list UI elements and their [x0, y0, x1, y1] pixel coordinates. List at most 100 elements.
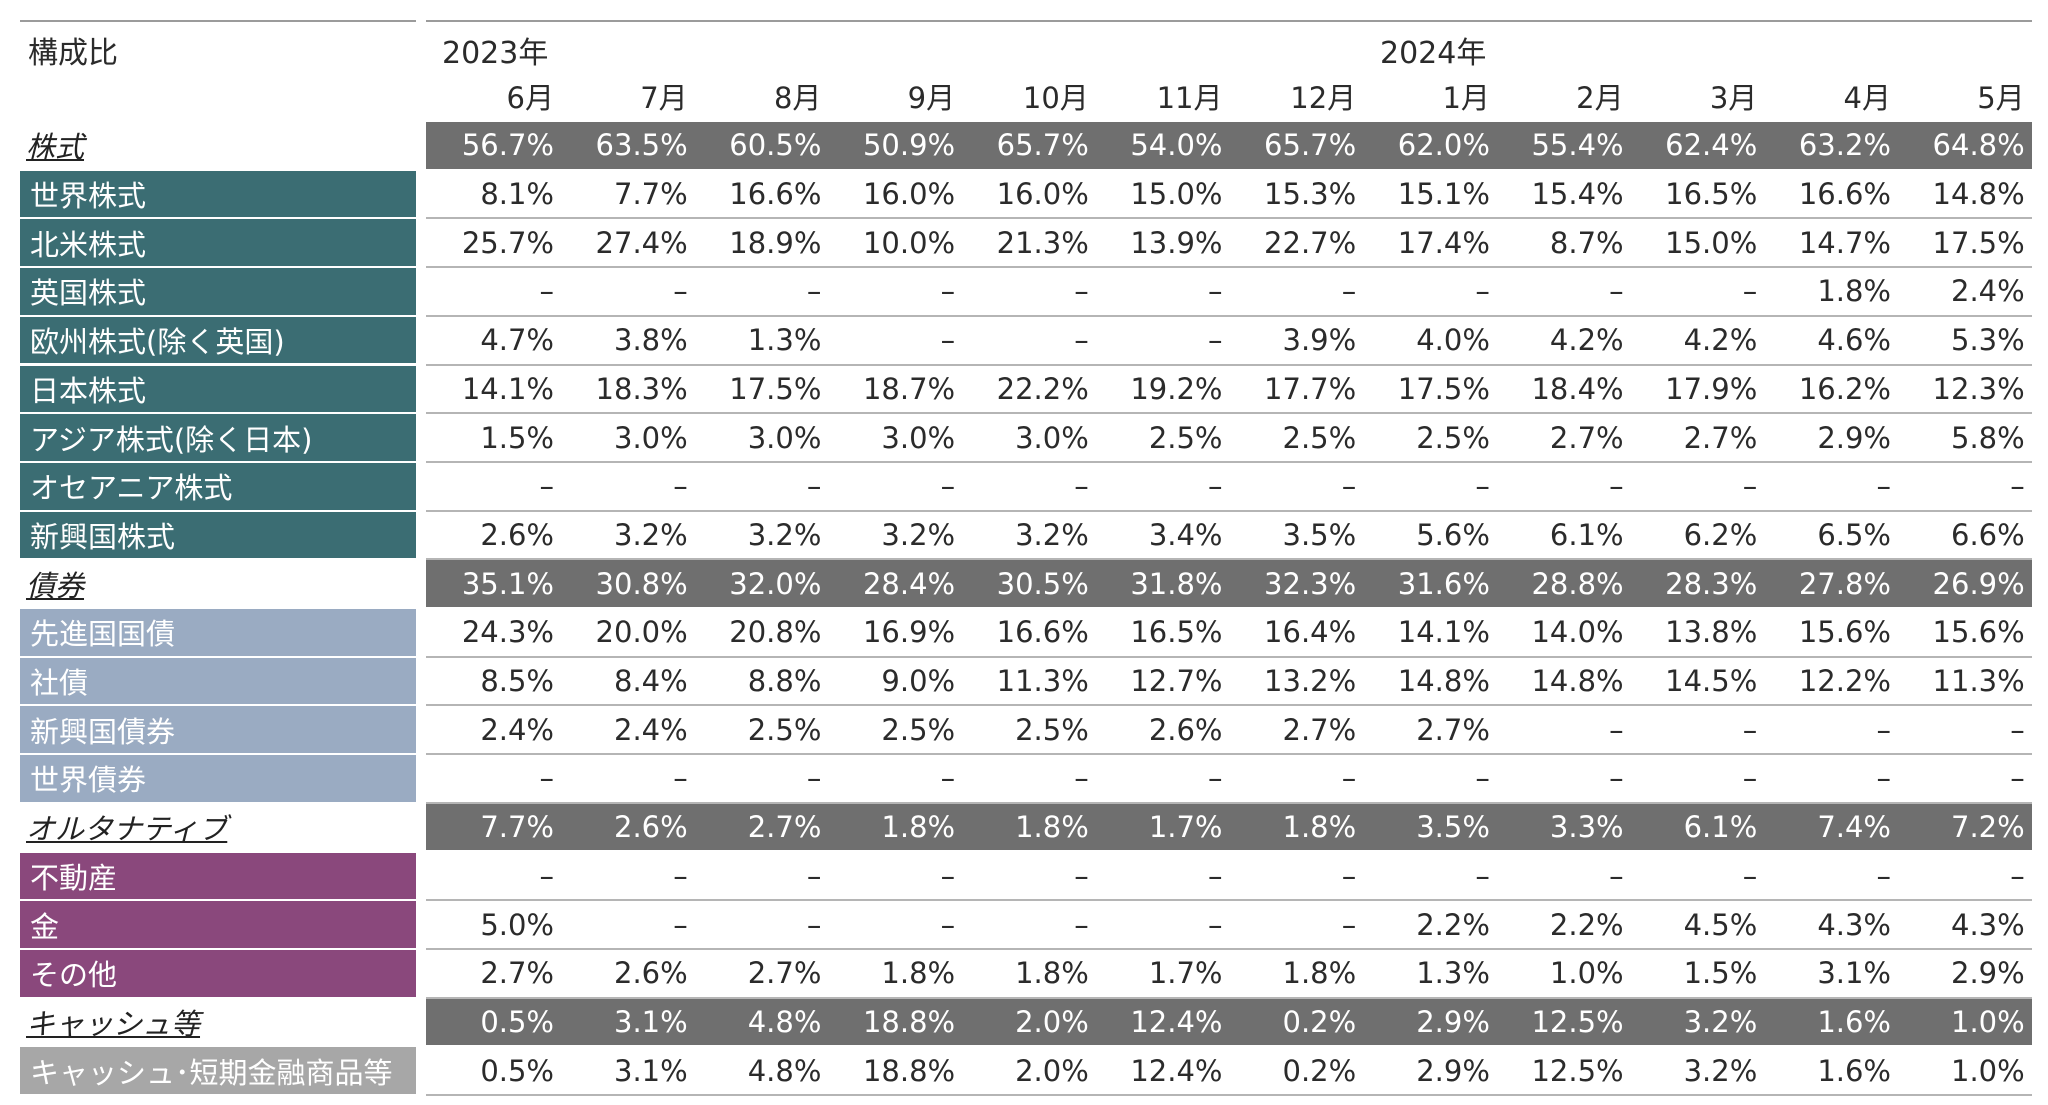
value-cells: 35.1% 30.8% 32.0% 28.4% 30.5% 31.8% 32.3% 31.6%…	[426, 560, 2032, 607]
value-cell: 16.0%	[996, 177, 1089, 212]
value-cell: 4.7%	[480, 323, 554, 358]
value-cell: 32.0%	[729, 566, 822, 601]
value-cells: – – – – – – – – – – 1.8% 2.4%	[426, 268, 2032, 315]
value-cell: 2.6%	[480, 517, 554, 552]
value-cell: 2.5%	[881, 712, 956, 747]
value-cell: 6.5%	[1817, 517, 1891, 552]
value-cell: –	[940, 469, 956, 504]
value-cell: 15.1%	[1397, 177, 1490, 212]
value-cell: 6.6%	[1951, 517, 2025, 552]
row-divider	[426, 412, 2032, 415]
row-divider	[426, 655, 2032, 658]
value-cell: –	[539, 274, 555, 309]
row-divider	[426, 899, 2032, 902]
value-cell: 3.9%	[1282, 323, 1357, 358]
row-label: 新興国債券	[20, 706, 416, 754]
value-cell: 3.0%	[1015, 420, 1089, 455]
value-cells: 2.4% 2.4% 2.5% 2.5% 2.5% 2.6% 2.7% 2.7% – – – –	[426, 706, 2032, 753]
value-cell: 12.5%	[1531, 1004, 1624, 1039]
value-cell: –	[1074, 858, 1089, 893]
value-cell: 14.8%	[1932, 177, 2025, 212]
value-cell: 4.3%	[1951, 907, 2025, 942]
value-cell: 8.1%	[480, 177, 554, 212]
value-cells: 8.5% 8.4% 8.8% 9.0% 11.3% 12.7% 13.2% 14.8% 14.8…	[426, 658, 2032, 705]
value-cell: 2.9%	[1416, 1053, 1490, 1088]
value-cells: 56.7% 63.5% 60.5% 50.9% 65.7% 54.0% 65.7% 62.0%…	[426, 122, 2032, 169]
table-row: 新興国株式 2.6% 3.2% 3.2% 3.2% 3.2% 3.4% 3.5% 5.6% 6.1…	[0, 511, 2048, 559]
value-cell: 12.3%	[1932, 371, 2025, 406]
value-cell: 9.0%	[881, 664, 956, 699]
value-cell: –	[1074, 274, 1089, 309]
value-cells: – – – – – – – – – – – –	[426, 463, 2032, 510]
row-label: 英国株式	[20, 268, 416, 315]
value-cell: –	[2010, 712, 2025, 747]
value-cell: 17.7%	[1264, 371, 1357, 406]
value-cell: 22.2%	[996, 371, 1089, 406]
value-cell: –	[1341, 469, 1357, 504]
value-cell: 2.0%	[1015, 1053, 1089, 1088]
value-cell: –	[1609, 274, 1624, 309]
month-header: 10月	[1022, 81, 1089, 115]
month-header: 2月	[1576, 81, 1624, 115]
value-cell: –	[1208, 323, 1223, 358]
value-cell: 13.8%	[1665, 615, 1758, 650]
value-cell: 2.0%	[1015, 1004, 1089, 1039]
value-cell: 16.2%	[1798, 371, 1891, 406]
value-cell: 3.2%	[1683, 1004, 1758, 1039]
value-cell: –	[806, 274, 822, 309]
value-cell: 3.5%	[1282, 517, 1357, 552]
value-cell: –	[2010, 469, 2025, 504]
value-cell: 64.8%	[1932, 128, 2025, 163]
month-header: 4月	[1843, 81, 1891, 115]
value-cell: 8.4%	[614, 664, 688, 699]
value-cell: 17.5%	[1397, 371, 1490, 406]
value-cell: 14.8%	[1397, 664, 1490, 699]
top-border-values	[426, 20, 2032, 22]
value-cell: –	[1742, 274, 1758, 309]
value-cell: –	[1876, 761, 1892, 796]
value-cell: –	[1341, 907, 1357, 942]
row-label: 世界債券	[20, 755, 416, 802]
value-cell: 65.7%	[1264, 128, 1357, 163]
value-cell: 4.3%	[1817, 907, 1891, 942]
value-cell: 2.7%	[480, 956, 554, 991]
row-label: 不動産	[20, 852, 416, 900]
row-divider	[426, 509, 2032, 512]
value-cell: –	[1074, 761, 1089, 796]
value-cell: 2.5%	[1015, 712, 1089, 747]
table-row: オセアニア株式 – – – – – – – – – – – –	[0, 462, 2048, 510]
value-cell: 17.5%	[729, 371, 822, 406]
value-cell: 0.5%	[480, 1004, 554, 1039]
value-cell: 15.0%	[1130, 177, 1223, 212]
value-cell: 2.4%	[614, 712, 688, 747]
value-cell: 1.8%	[1282, 810, 1357, 845]
value-cell: 5.6%	[1416, 517, 1490, 552]
value-cell: 63.2%	[1798, 128, 1891, 163]
value-cell: 3.0%	[614, 420, 688, 455]
table-row: キャッシュ･短期金融商品等 0.5% 3.1% 4.8% 18.8% 2.0% 12.4% 0…	[0, 1047, 2048, 1094]
value-cell: 2.4%	[1951, 274, 2025, 309]
value-cell: –	[673, 469, 688, 504]
value-cell: 35.1%	[461, 566, 554, 601]
value-cell: 27.4%	[595, 225, 688, 260]
value-cell: –	[1609, 761, 1624, 796]
category-label: 株式	[26, 130, 85, 165]
category-row: 債券 35.1% 30.8% 32.0% 28.4% 30.5% 31.8% 32.3% 31.…	[0, 560, 2048, 607]
value-cell: 16.0%	[862, 177, 956, 212]
value-cell: 20.0%	[595, 615, 688, 650]
value-cell: 17.5%	[1932, 225, 2025, 260]
value-cell: 55.4%	[1531, 128, 1624, 163]
value-cell: –	[539, 858, 555, 893]
value-cell: –	[1475, 858, 1490, 893]
row-divider	[426, 558, 2032, 561]
value-cell: 2.7%	[1416, 712, 1490, 747]
row-divider	[426, 314, 2032, 317]
value-cell: 4.6%	[1817, 323, 1891, 358]
value-cell: –	[1208, 274, 1223, 309]
value-cell: 62.4%	[1665, 128, 1758, 163]
value-cells: 0.5% 3.1% 4.8% 18.8% 2.0% 12.4% 0.2% 2.9% 12.5% 3…	[426, 1047, 2032, 1094]
row-label: 新興国株式	[20, 511, 416, 559]
value-cell: 7.7%	[614, 177, 688, 212]
value-cells: 2.6% 3.2% 3.2% 3.2% 3.2% 3.4% 3.5% 5.6% 6.1% 6.2%…	[426, 512, 2032, 559]
value-cells: 8.1% 7.7% 16.6% 16.0% 16.0% 15.0% 15.3% 15.1% 15…	[426, 171, 2032, 218]
